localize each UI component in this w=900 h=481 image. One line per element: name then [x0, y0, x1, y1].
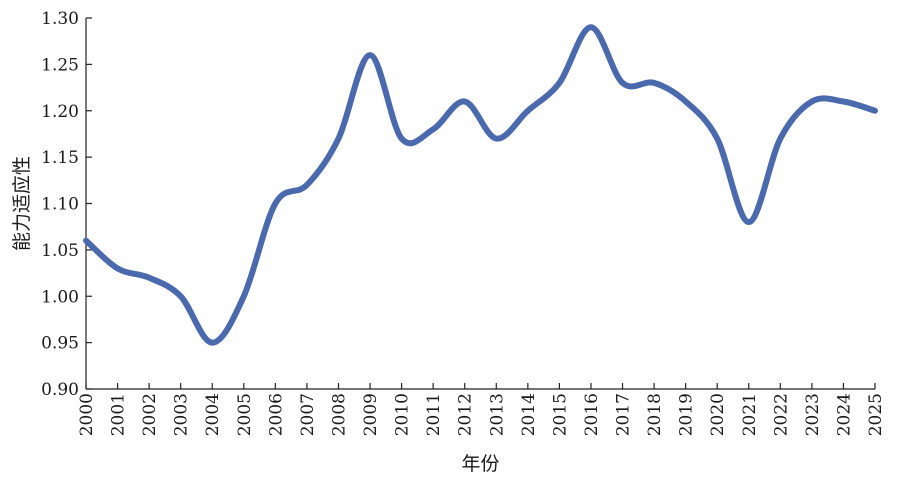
- x-tick-label: 2020: [708, 393, 728, 436]
- x-tick-label: 2000: [77, 393, 97, 436]
- x-tick-label: 2003: [172, 393, 192, 436]
- x-tick-label: 2006: [266, 393, 286, 436]
- y-tick-label: 1.15: [41, 148, 79, 168]
- x-tick-label: 2004: [203, 393, 223, 436]
- x-axis-ticks: 2000 2001 2002 2003 2004 2005 2006 2007 2008 2009…: [77, 383, 886, 436]
- series-line: [83, 24, 878, 346]
- x-tick-label: 2018: [645, 393, 665, 436]
- y-tick-label: 0.90: [41, 380, 79, 400]
- x-tick-label: 2014: [519, 393, 539, 436]
- x-tick-label: 2012: [456, 393, 476, 436]
- x-tick-label: 2013: [487, 393, 507, 436]
- x-axis-title: 年份: [461, 453, 499, 475]
- x-tick-label: 2016: [582, 393, 602, 436]
- x-tick-label: 2008: [329, 393, 349, 436]
- x-tick-label: 2019: [677, 393, 697, 436]
- x-tick-label: 2017: [614, 393, 634, 436]
- x-tick-label: 2005: [235, 393, 255, 436]
- x-tick-label: 2025: [866, 393, 886, 436]
- x-tick-label: 2015: [550, 393, 570, 436]
- y-tick-label: 1.25: [41, 55, 79, 75]
- y-tick-label: 1.20: [41, 102, 79, 122]
- x-tick-label: 2024: [834, 393, 854, 436]
- x-tick-label: 2009: [361, 393, 381, 436]
- x-tick-label: 2001: [109, 393, 129, 436]
- x-tick-label: 2022: [771, 393, 791, 436]
- y-axis-ticks: 0.90 0.95 1.00 1.05 1.10 1.15 1.20 1.25 1.30: [41, 9, 92, 400]
- y-tick-label: 1.05: [41, 241, 79, 261]
- x-tick-label: 2002: [140, 393, 160, 436]
- y-axis-title: 能力适应性: [11, 156, 33, 251]
- x-tick-label: 2011: [424, 393, 444, 436]
- y-tick-label: 0.95: [41, 334, 79, 354]
- x-tick-label: 2010: [393, 393, 413, 436]
- y-tick-label: 1.00: [41, 287, 79, 307]
- y-tick-label: 1.10: [41, 195, 79, 215]
- x-tick-label: 2021: [740, 393, 760, 436]
- x-tick-label: 2023: [803, 393, 823, 436]
- y-tick-label: 1.30: [41, 9, 79, 29]
- x-tick-label: 2007: [298, 393, 318, 436]
